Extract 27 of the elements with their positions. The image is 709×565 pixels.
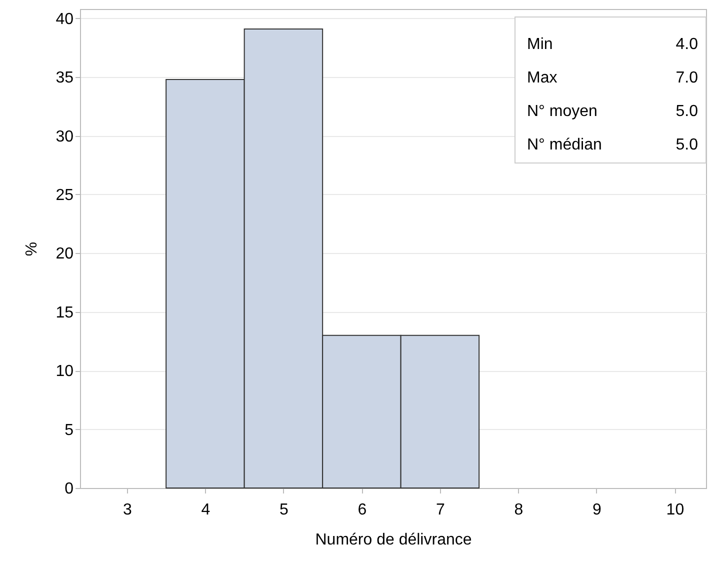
annotation: Max: [527, 70, 558, 86]
annotation: Min: [527, 36, 553, 53]
y-tick-label: 40: [56, 10, 74, 28]
y-tick-label: 5: [64, 422, 74, 439]
x-tick-label: 7: [436, 502, 445, 518]
y-tick-label: 15: [56, 304, 74, 322]
annotation: N° moyen: [527, 103, 598, 120]
y-tick-label: 25: [56, 186, 74, 204]
x-tick-label: 9: [592, 502, 602, 518]
x-axis-title: Numéro de délivrance: [315, 532, 472, 548]
y-tick-label: 10: [56, 363, 74, 380]
annotation: 7.0: [676, 70, 698, 86]
x-tick-label: 10: [666, 502, 684, 518]
x-tick-label: 6: [358, 502, 367, 518]
annotation: 5.0: [676, 103, 698, 120]
annotation: 5.0: [676, 136, 698, 154]
y-tick-label: 35: [56, 70, 74, 87]
x-tick-label: 3: [122, 502, 132, 518]
annotation: N° médian: [527, 136, 602, 154]
x-tick-label: 4: [201, 502, 210, 518]
y-axis-title: %: [24, 242, 41, 256]
y-tick-label: 30: [56, 128, 74, 146]
x-tick-label: 8: [514, 502, 524, 518]
x-tick-label: 5: [279, 502, 288, 518]
annotation: 4.0: [676, 36, 698, 53]
y-tick-label: 0: [64, 480, 74, 498]
y-tick-label: 20: [56, 246, 74, 263]
